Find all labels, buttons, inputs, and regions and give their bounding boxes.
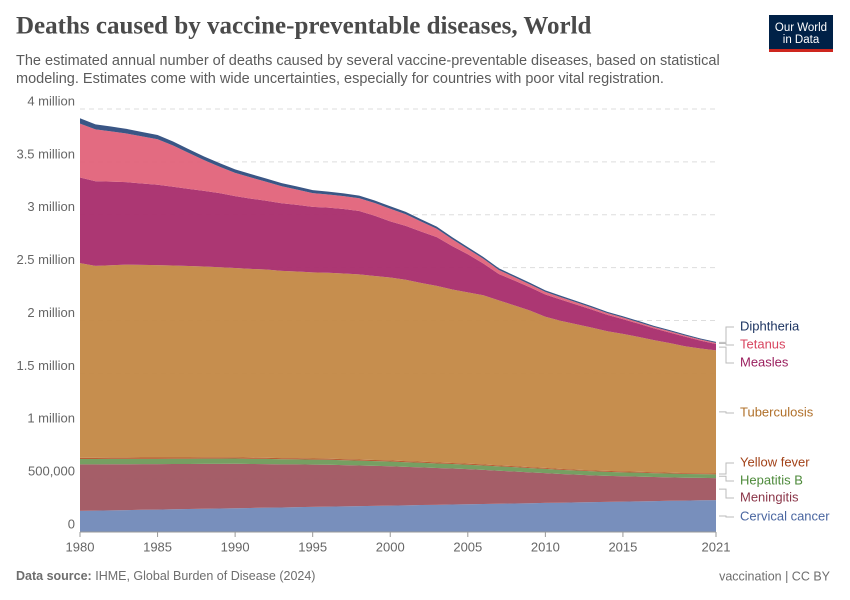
y-tick-label: 0 <box>68 516 75 531</box>
legend-label: Tuberculosis <box>740 404 814 419</box>
y-tick-label: 3.5 million <box>16 146 75 161</box>
license: vaccination | CC BY <box>719 569 831 583</box>
x-tick-label: 2005 <box>453 539 482 554</box>
source: Data source: IHME, Global Burden of Dise… <box>16 569 315 583</box>
legend-connector <box>719 488 734 499</box>
legend-label: Tetanus <box>740 336 786 351</box>
x-tick-label: 2015 <box>608 539 637 554</box>
x-tick-label: 2010 <box>531 539 560 554</box>
y-tick-label: 2 million <box>27 305 75 320</box>
subtitle-line: The estimated annual number of deaths ca… <box>16 53 720 69</box>
y-tick-label: 4 million <box>27 93 75 108</box>
legend-connector <box>719 411 734 414</box>
chart-subtitle-text: The estimated annual number of deaths ca… <box>16 53 720 87</box>
logo-box <box>769 15 833 52</box>
legend-label: Measles <box>740 354 789 369</box>
source-label: Data source: <box>16 569 92 583</box>
legend-connector <box>719 475 734 482</box>
area <box>80 123 716 344</box>
legend-label: Yellow fever <box>740 454 810 469</box>
y-tick-label: 1 million <box>27 411 75 426</box>
legend-connector <box>719 515 734 518</box>
legend-label: Cervical cancer <box>740 508 830 523</box>
logo-line: in Data <box>783 34 820 46</box>
x-tick-label: 2000 <box>376 539 405 554</box>
legend-connector <box>719 342 734 346</box>
legend-label: Diphtheria <box>740 318 800 333</box>
area <box>80 500 716 532</box>
y-tick-label: 1.5 million <box>16 358 75 373</box>
x-tick-label: 1995 <box>298 539 327 554</box>
legend-label: Hepatitis B <box>740 472 803 487</box>
area <box>80 457 716 475</box>
chart-title: Deaths caused by vaccine-preventable dis… <box>16 13 592 40</box>
area <box>80 458 716 479</box>
y-tick-label: 2.5 million <box>16 252 75 267</box>
y-tick-label: 500,000 <box>28 464 75 479</box>
legend-label: Meningitis <box>740 489 799 504</box>
area <box>80 463 716 511</box>
legend-connector <box>719 326 734 343</box>
x-tick-label: 2021 <box>702 539 731 554</box>
logo-line: Our World <box>775 22 827 34</box>
logo: Our World in Data <box>775 22 827 46</box>
area <box>80 177 716 351</box>
subtitle-line: modeling. Estimates come with wide uncer… <box>16 71 664 87</box>
y-tick-label: 3 million <box>27 199 75 214</box>
x-tick-label: 1980 <box>66 539 95 554</box>
area <box>80 263 716 474</box>
chart-subtitle: The estimated annual number of deaths ca… <box>16 53 720 87</box>
x-tick-label: 1990 <box>221 539 250 554</box>
x-tick-label: 1985 <box>143 539 172 554</box>
logo-bar <box>769 49 833 52</box>
source-text: IHME, Global Burden of Disease (2024) <box>95 569 315 583</box>
legend-connector <box>719 462 734 475</box>
logo-text: Our World in Data <box>775 22 827 46</box>
legend-connector <box>719 346 734 364</box>
